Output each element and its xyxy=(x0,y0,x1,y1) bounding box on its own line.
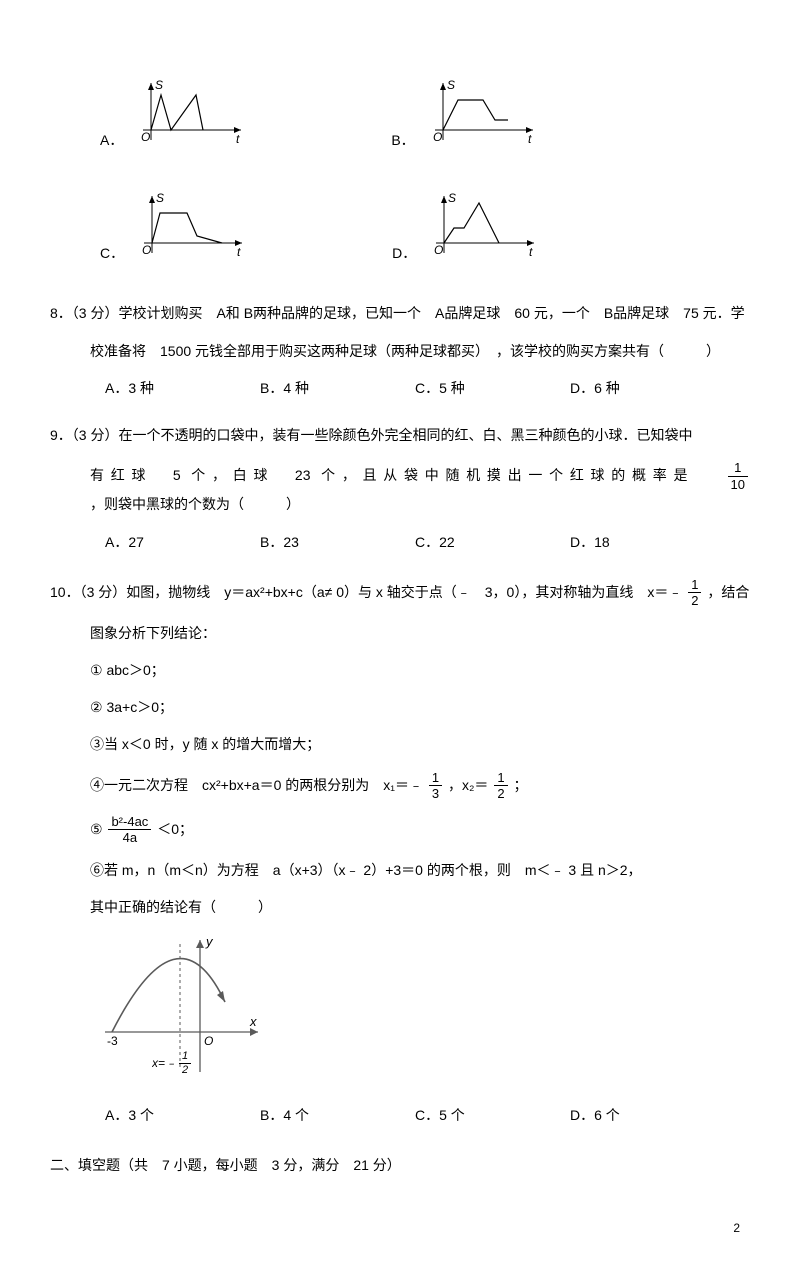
svg-text:S: S xyxy=(447,78,455,92)
fraction-1-10: 1 10 xyxy=(726,460,750,492)
q10-tail: 其中正确的结论有（ ） xyxy=(90,895,750,920)
choice-D: D．6 个 xyxy=(570,1103,725,1128)
choice-A: A．27 xyxy=(105,530,260,555)
q10-item-2: ② 3a+c＞0； xyxy=(90,695,750,720)
graph-D: S t O xyxy=(424,188,544,276)
question-8: 8．（3 分）学校计划购买 A和 B两种品牌的足球，已知一个 A品牌足球 60 … xyxy=(50,301,750,401)
q7-option-A: A． S t O xyxy=(100,75,251,163)
q10-item-1: ① abc＞0； xyxy=(90,658,750,683)
choice-C: C．5 种 xyxy=(415,376,570,401)
fraction-1-2: 1 2 xyxy=(686,577,703,609)
page-number: 2 xyxy=(50,1218,750,1240)
q10-choices: A．3 个 B．4 个 C．5 个 D．6 个 xyxy=(105,1103,750,1128)
choice-D: D．6 种 xyxy=(570,376,725,401)
choice-B: B．23 xyxy=(260,530,415,555)
choice-D: D．18 xyxy=(570,530,725,555)
svg-text:t: t xyxy=(528,132,532,146)
section-2-heading: 二、填空题（共 7 小题，每小题 3 分，满分 21 分） xyxy=(50,1153,750,1178)
svg-text:O: O xyxy=(433,130,442,144)
svg-text:S: S xyxy=(448,191,456,205)
q9-choices: A．27 B．23 C．22 D．18 xyxy=(105,530,750,555)
option-label: C． xyxy=(100,241,124,266)
graph-A: S t O xyxy=(131,75,251,163)
axis-S-label: S xyxy=(155,78,163,92)
option-label: A． xyxy=(100,128,123,153)
option-label: D． xyxy=(392,241,416,266)
svg-text:x: x xyxy=(249,1014,257,1029)
q8-line-1: 8．（3 分）学校计划购买 A和 B两种品牌的足球，已知一个 A品牌足球 60 … xyxy=(50,301,750,326)
option-label: B． xyxy=(391,128,414,153)
choice-C: C．5 个 xyxy=(415,1103,570,1128)
graph-C: S t O xyxy=(132,188,252,276)
graph-B: S t O xyxy=(423,75,543,163)
q7-option-D: D． S t O xyxy=(392,188,544,276)
q7-options-row-2: C． S t O D． S t O xyxy=(100,188,750,276)
svg-text:S: S xyxy=(156,191,164,205)
choice-B: B．4 个 xyxy=(260,1103,415,1128)
choice-C: C．22 xyxy=(415,530,570,555)
svg-text:t: t xyxy=(237,245,241,259)
q10-item-6: ⑥若 m，n（m＜n）为方程 a（x+3）（x﹣ 2）+3＝0 的两个根，则 m… xyxy=(90,858,750,883)
choice-A: A．3 个 xyxy=(105,1103,260,1128)
q10-head: 10．（3 分）如图，抛物线 y＝ax²+bx+c（a≠ 0）与 x 轴交于点（… xyxy=(50,577,750,609)
axis-t-label: t xyxy=(236,132,240,146)
fraction-1-2b: 1 2 xyxy=(492,770,509,802)
svg-text:O: O xyxy=(204,1034,213,1048)
q8-line-2: 校准备将 1500 元钱全部用于购买这两种足球（两种足球都买） ，该学校的购买方… xyxy=(90,339,750,364)
q10-item-5: ⑤ b²-4ac 4a ＜0； xyxy=(90,814,750,846)
q8-choices: A．3 种 B．4 种 C．5 种 D．6 种 xyxy=(105,376,750,401)
svg-text:O: O xyxy=(434,243,443,257)
q7-option-B: B． S t O xyxy=(391,75,542,163)
fraction-1-3: 1 3 xyxy=(427,770,444,802)
q10-item-4: ④一元二次方程 cx²+bx+a＝0 的两根分别为 x₁＝﹣ 1 3 ，x₂＝ … xyxy=(90,770,750,802)
q10-item-3: ③当 x＜0 时，y 随 x 的增大而增大； xyxy=(90,732,750,757)
svg-text:-3: -3 xyxy=(107,1034,118,1048)
choice-A: A．3 种 xyxy=(105,376,260,401)
q7-options-row-1: A． S t O B． S t O xyxy=(100,75,750,163)
q7-option-C: C． S t O xyxy=(100,188,252,276)
axis-O-label: O xyxy=(141,130,150,144)
svg-text:O: O xyxy=(142,243,151,257)
fraction-discriminant: b²-4ac 4a xyxy=(106,814,153,846)
q9-line-1: 9．（3 分）在一个不透明的口袋中，装有一些除颜色外完全相同的红、白、黑三种颜色… xyxy=(50,423,750,448)
choice-B: B．4 种 xyxy=(260,376,415,401)
q9-line-2: 有红球 5 个，白球 23 个，且从袋中随机摸出一个红球的概率是 1 10 ，则… xyxy=(90,460,750,517)
question-9: 9．（3 分）在一个不透明的口袋中，装有一些除颜色外完全相同的红、白、黑三种颜色… xyxy=(50,423,750,555)
svg-text:y: y xyxy=(205,934,214,949)
q10-parabola-figure: y x O -3 x=﹣12 xyxy=(100,932,750,1090)
question-10: 10．（3 分）如图，抛物线 y＝ax²+bx+c（a≠ 0）与 x 轴交于点（… xyxy=(50,577,750,1128)
q10-line-1: 图象分析下列结论： xyxy=(90,621,750,646)
svg-text:t: t xyxy=(529,245,533,259)
